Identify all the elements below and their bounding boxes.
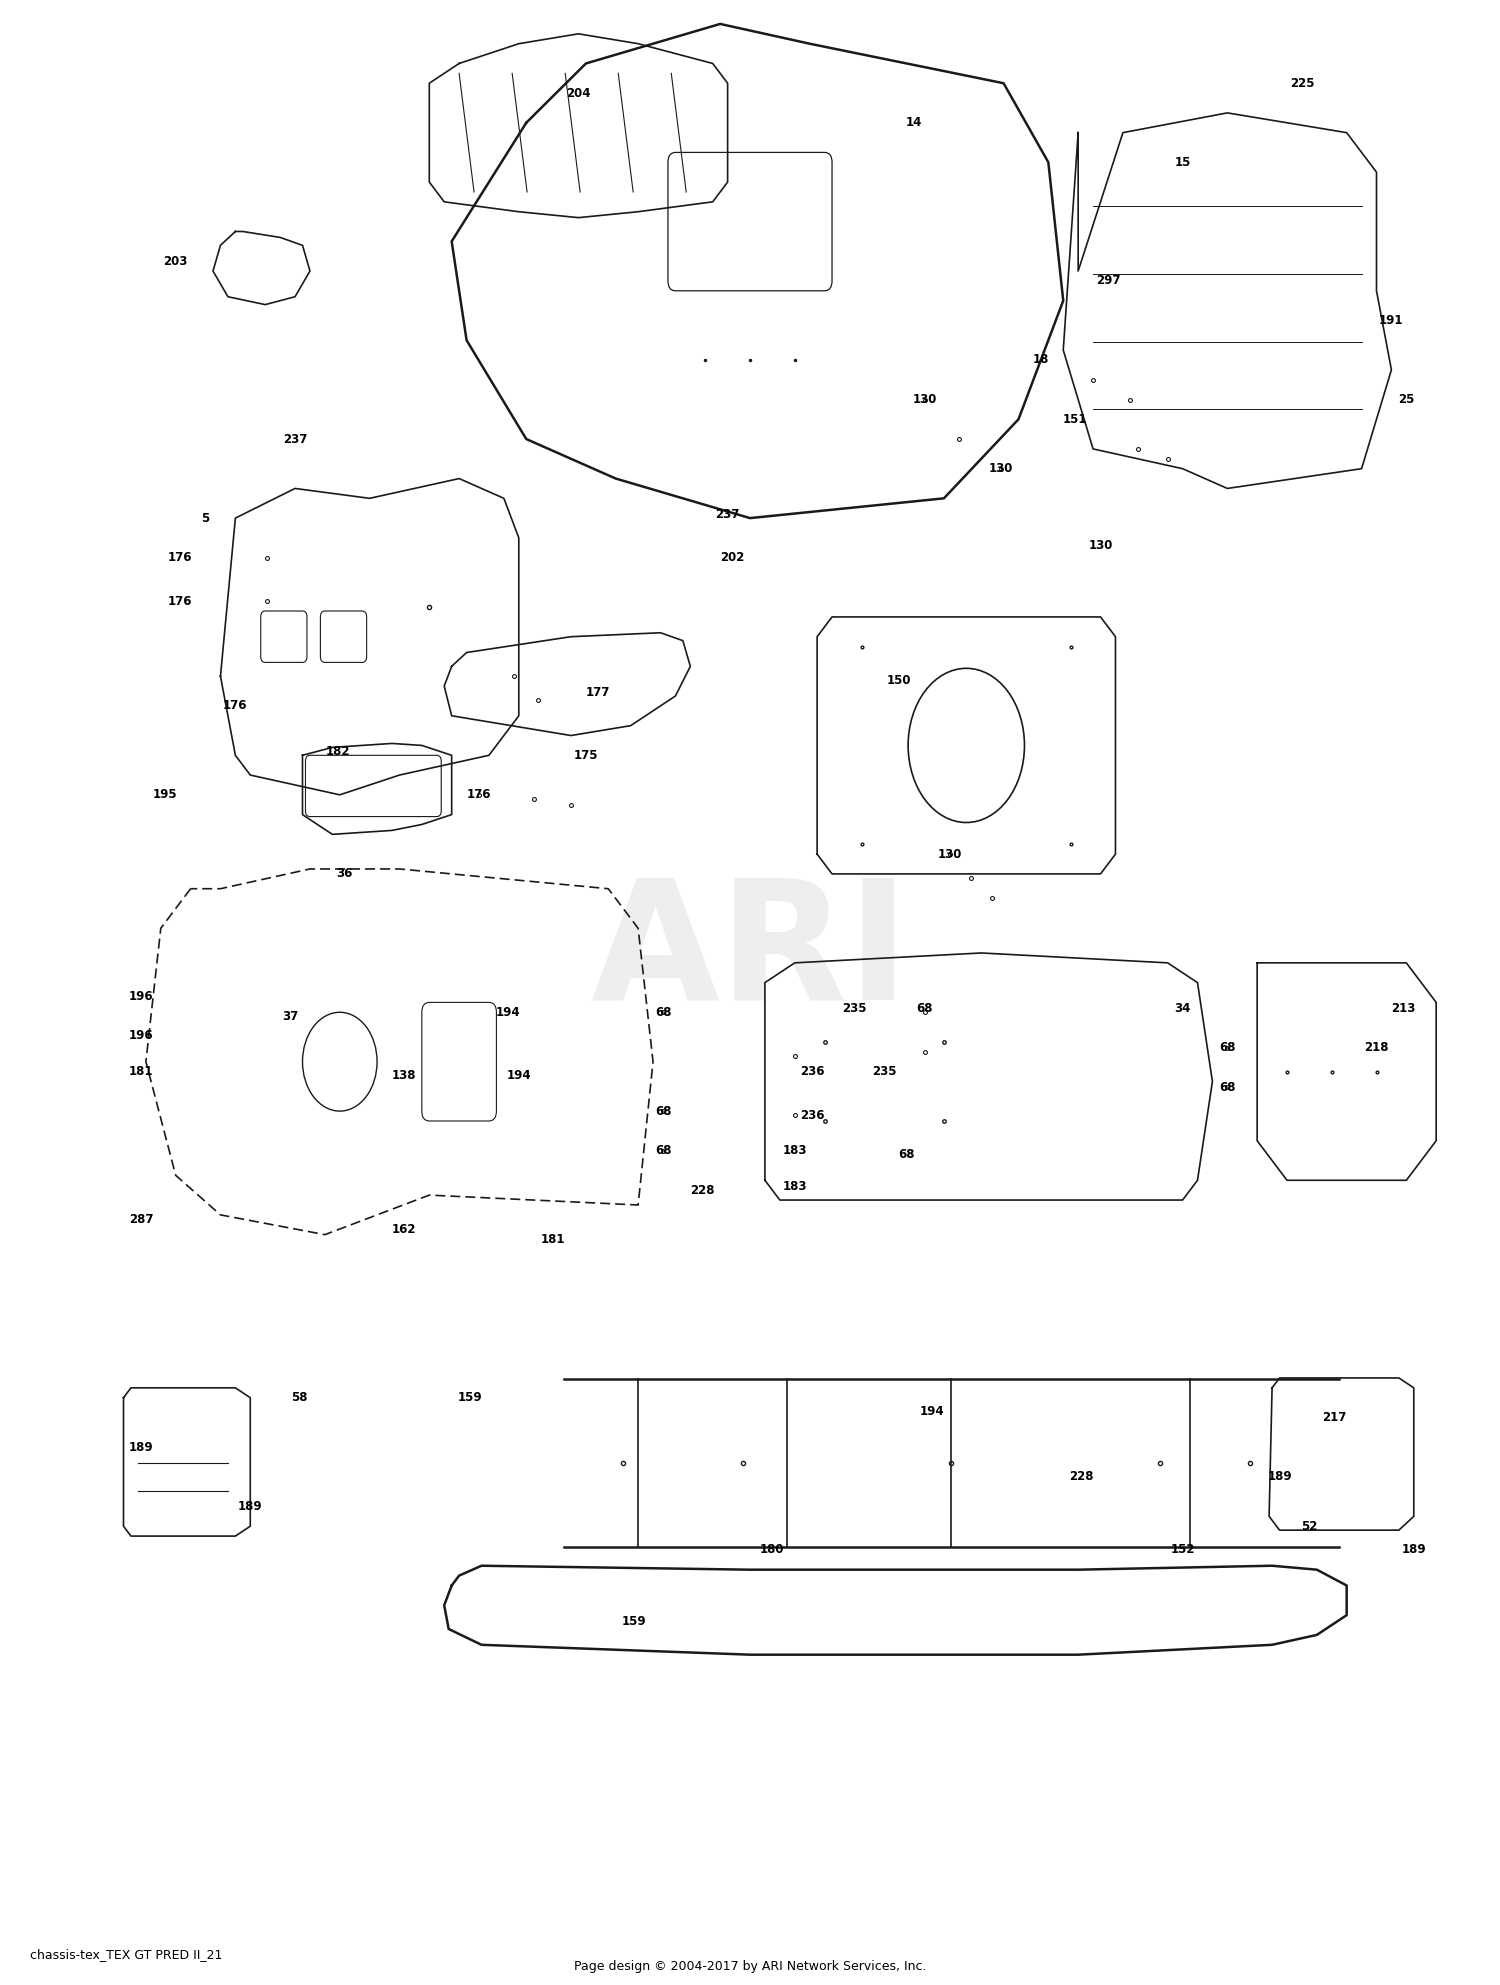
Text: 182: 182: [326, 744, 351, 758]
Text: 203: 203: [164, 254, 188, 268]
Text: 237: 237: [284, 433, 308, 445]
Text: 189: 189: [238, 1501, 262, 1513]
Text: 218: 218: [1365, 1042, 1389, 1054]
Text: 68: 68: [656, 1143, 672, 1157]
Text: 180: 180: [760, 1544, 784, 1556]
Text: 130: 130: [912, 393, 936, 407]
Text: 25: 25: [1398, 393, 1414, 407]
Text: 176: 176: [224, 699, 248, 713]
Text: 5: 5: [201, 512, 210, 524]
Text: 68: 68: [656, 1104, 672, 1118]
Text: 36: 36: [336, 867, 352, 881]
Text: 159: 159: [621, 1614, 646, 1628]
Text: 202: 202: [720, 552, 744, 564]
Text: 176: 176: [168, 596, 192, 607]
Text: 177: 177: [585, 685, 610, 699]
Text: 237: 237: [716, 508, 740, 520]
Text: 37: 37: [282, 1010, 298, 1022]
Text: 191: 191: [1378, 314, 1404, 328]
Text: 130: 130: [938, 848, 962, 861]
Text: 18: 18: [1032, 353, 1048, 367]
Text: 194: 194: [920, 1405, 945, 1417]
Text: chassis-tex_TEX GT PRED II_21: chassis-tex_TEX GT PRED II_21: [30, 1947, 222, 1961]
Text: 68: 68: [916, 1002, 933, 1014]
Text: 52: 52: [1300, 1521, 1317, 1532]
Text: 204: 204: [566, 87, 591, 99]
Text: 196: 196: [129, 1030, 153, 1042]
Text: 235: 235: [871, 1066, 897, 1078]
Text: 68: 68: [1220, 1082, 1236, 1094]
Text: 287: 287: [129, 1213, 153, 1227]
Text: 228: 228: [1070, 1471, 1094, 1483]
Text: 130: 130: [1089, 540, 1113, 552]
Text: 194: 194: [507, 1070, 531, 1082]
Text: 195: 195: [153, 788, 177, 802]
Text: 130: 130: [988, 463, 1012, 474]
Text: 183: 183: [783, 1179, 807, 1193]
Text: 152: 152: [1170, 1544, 1196, 1556]
Text: 14: 14: [906, 117, 922, 129]
Text: 228: 228: [690, 1183, 714, 1197]
Text: 236: 236: [801, 1108, 825, 1122]
Text: 189: 189: [1268, 1471, 1292, 1483]
Text: 162: 162: [392, 1223, 416, 1237]
Text: 213: 213: [1390, 1002, 1416, 1014]
Text: 68: 68: [1220, 1042, 1236, 1054]
Text: 176: 176: [168, 552, 192, 564]
Text: 189: 189: [1401, 1544, 1426, 1556]
Text: 138: 138: [392, 1070, 416, 1082]
Text: 15: 15: [1174, 155, 1191, 169]
Text: Page design © 2004-2017 by ARI Network Services, Inc.: Page design © 2004-2017 by ARI Network S…: [573, 1959, 926, 1973]
Text: 194: 194: [496, 1006, 520, 1018]
Text: 159: 159: [458, 1391, 482, 1403]
Text: 151: 151: [1064, 413, 1088, 425]
Text: 183: 183: [783, 1143, 807, 1157]
Text: 150: 150: [886, 673, 912, 687]
Text: 196: 196: [129, 991, 153, 1002]
Text: 235: 235: [842, 1002, 867, 1014]
Text: 225: 225: [1290, 77, 1314, 89]
Text: 297: 297: [1095, 274, 1120, 288]
Text: 34: 34: [1174, 1002, 1191, 1014]
Text: 189: 189: [129, 1441, 153, 1453]
Text: 181: 181: [129, 1066, 153, 1078]
Text: 68: 68: [656, 1006, 672, 1018]
Text: 181: 181: [542, 1233, 566, 1247]
Text: 217: 217: [1323, 1411, 1347, 1423]
Text: 175: 175: [573, 748, 598, 762]
Text: ARI: ARI: [591, 871, 909, 1034]
Text: 236: 236: [801, 1066, 825, 1078]
Text: 68: 68: [898, 1147, 915, 1161]
Text: 58: 58: [291, 1391, 308, 1403]
Text: 176: 176: [466, 788, 490, 802]
